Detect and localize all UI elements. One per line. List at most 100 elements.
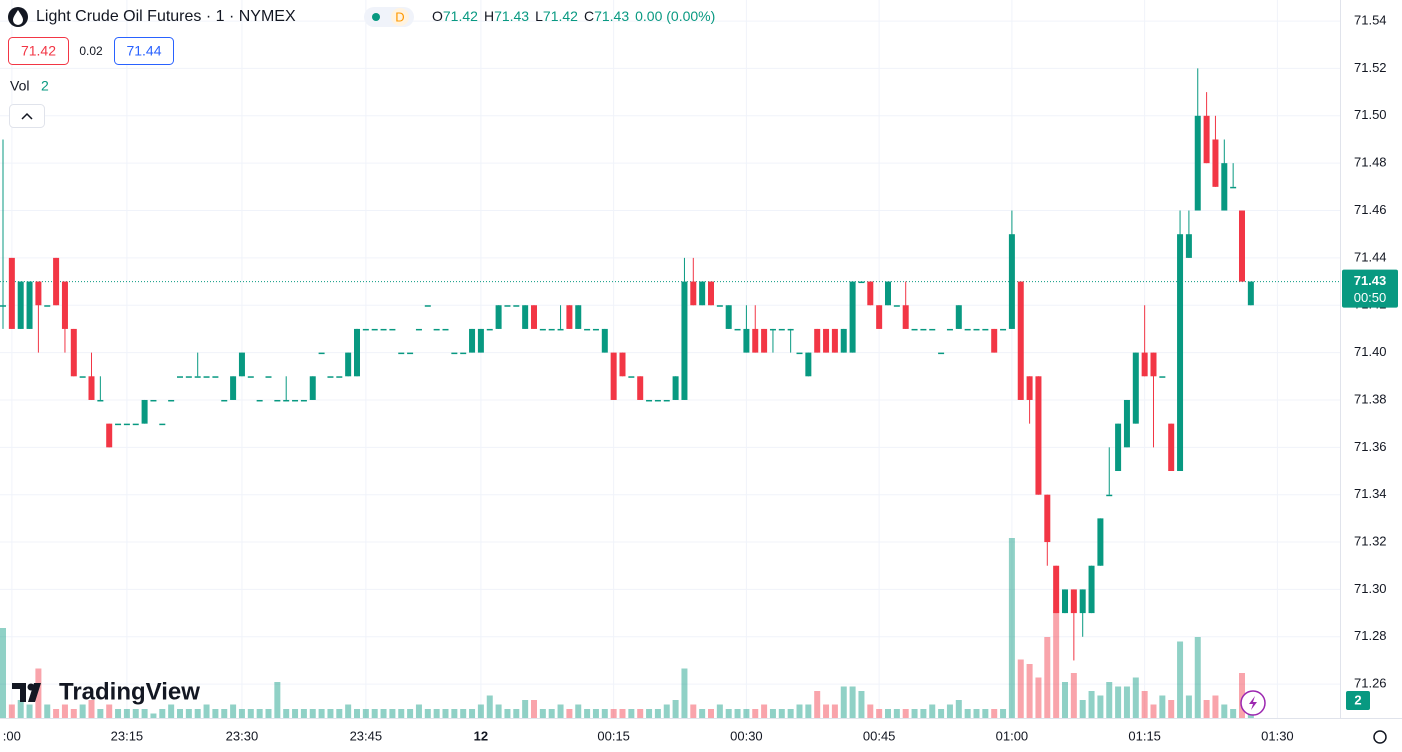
y-tick-label: 71.34 xyxy=(1354,486,1387,501)
ask: 71.44 xyxy=(126,43,161,59)
ohlc-label: H xyxy=(484,8,494,24)
volume-bar xyxy=(1088,691,1095,718)
candle-body xyxy=(274,399,281,402)
volume-bar xyxy=(44,704,51,718)
candle-body xyxy=(230,376,237,400)
candle-body xyxy=(1106,494,1113,497)
candle-body xyxy=(61,281,68,329)
volume-bar xyxy=(1000,709,1007,718)
volume-bar xyxy=(1044,637,1051,718)
volume-bar xyxy=(778,709,785,718)
volume-bar xyxy=(398,709,405,718)
y-tick-label: 71.46 xyxy=(1354,202,1387,217)
candle-body xyxy=(769,328,776,331)
candle-body xyxy=(1017,281,1024,400)
volume-bar xyxy=(185,709,192,718)
y-tick-label: 71.54 xyxy=(1354,13,1387,28)
candle-body xyxy=(823,328,830,353)
volume-bar xyxy=(230,704,237,718)
volume-bar xyxy=(893,709,900,718)
candle-body xyxy=(1026,376,1033,400)
candle-body xyxy=(893,305,900,307)
volume-bar xyxy=(1194,637,1201,718)
x-tick-label: 01:30 xyxy=(1261,728,1294,743)
volume-bar xyxy=(8,704,15,718)
candle-body xyxy=(601,328,608,353)
candle-body xyxy=(141,399,148,424)
volume-bar xyxy=(539,709,546,718)
volume-bar xyxy=(415,704,422,718)
volume-bar xyxy=(1026,664,1033,718)
volume-bar xyxy=(1159,695,1166,718)
volume-bar xyxy=(761,704,768,718)
candle-body xyxy=(1097,518,1104,566)
last-price-box xyxy=(1342,269,1398,308)
collapse-button[interactable] xyxy=(9,104,45,128)
y-tick-label: 71.30 xyxy=(1354,581,1387,596)
candle-body xyxy=(451,352,458,355)
volume-bar xyxy=(787,709,794,718)
volume-bar xyxy=(477,704,484,718)
candle-body xyxy=(840,328,847,353)
spread: 0.02 xyxy=(79,44,103,58)
candle-body xyxy=(531,305,537,329)
volume-bar xyxy=(97,709,104,718)
sell-button[interactable] xyxy=(8,37,69,65)
volume-bar xyxy=(814,691,821,718)
volume-bar xyxy=(725,709,732,718)
candle-body xyxy=(876,305,883,329)
settings-button[interactable] xyxy=(1373,730,1387,744)
chart-title: Light Crude Oil Futures · 1 · NYMEX xyxy=(36,8,296,25)
candle-body xyxy=(1194,115,1201,211)
candle-body xyxy=(265,376,272,378)
candle-body xyxy=(433,328,440,331)
candle-body xyxy=(1044,494,1051,543)
candle-body xyxy=(592,328,599,331)
candle-body xyxy=(663,399,670,402)
volume-bar xyxy=(663,704,670,718)
volume-bar xyxy=(61,704,68,718)
event-bolt xyxy=(1249,696,1257,710)
volume-bar xyxy=(628,709,635,718)
candle-body xyxy=(725,305,732,329)
volume-bar xyxy=(973,709,980,718)
candle-body xyxy=(1053,565,1060,614)
market-status[interactable] xyxy=(372,13,380,21)
candle-body xyxy=(920,328,927,331)
candle-body xyxy=(699,281,706,306)
volume-bar xyxy=(911,709,918,718)
volume-bar xyxy=(1185,695,1192,718)
candle-body xyxy=(831,328,838,353)
candle-body xyxy=(354,328,360,377)
candle-body xyxy=(1185,234,1192,258)
volume-bar xyxy=(1070,673,1077,718)
volume-bar xyxy=(88,700,95,718)
x-tick-label: 00:15 xyxy=(597,728,630,743)
volume-bar xyxy=(867,704,874,718)
ohlc-label: C xyxy=(584,8,594,24)
candle-body xyxy=(283,399,290,402)
candle-body xyxy=(256,399,263,402)
last-volume-box xyxy=(1346,691,1370,710)
candle-body xyxy=(867,281,874,306)
interval-badge[interactable] xyxy=(391,8,409,26)
candle-body xyxy=(212,376,219,378)
candle-body xyxy=(814,328,821,353)
volume-bar xyxy=(840,686,847,718)
candle-body xyxy=(1000,328,1007,331)
volume-bar xyxy=(637,709,644,718)
buy-button[interactable] xyxy=(114,37,174,65)
candle-body xyxy=(929,328,936,331)
candle-body xyxy=(787,328,794,331)
candle-body xyxy=(991,328,998,353)
candle-body xyxy=(168,399,175,402)
volume-bar xyxy=(699,709,706,718)
axis-labels: 71.26 71.28 71.30 71.32 71.34 71.36 71.38 71.40… xyxy=(3,13,1387,744)
candle-body xyxy=(1088,565,1095,614)
candle-body xyxy=(902,305,909,329)
volume-bar xyxy=(566,709,573,718)
volume-bar xyxy=(309,709,316,718)
y-tick-label: 71.52 xyxy=(1354,60,1387,75)
y-tick-label: 71.36 xyxy=(1354,439,1387,454)
volume-bar xyxy=(902,709,909,718)
